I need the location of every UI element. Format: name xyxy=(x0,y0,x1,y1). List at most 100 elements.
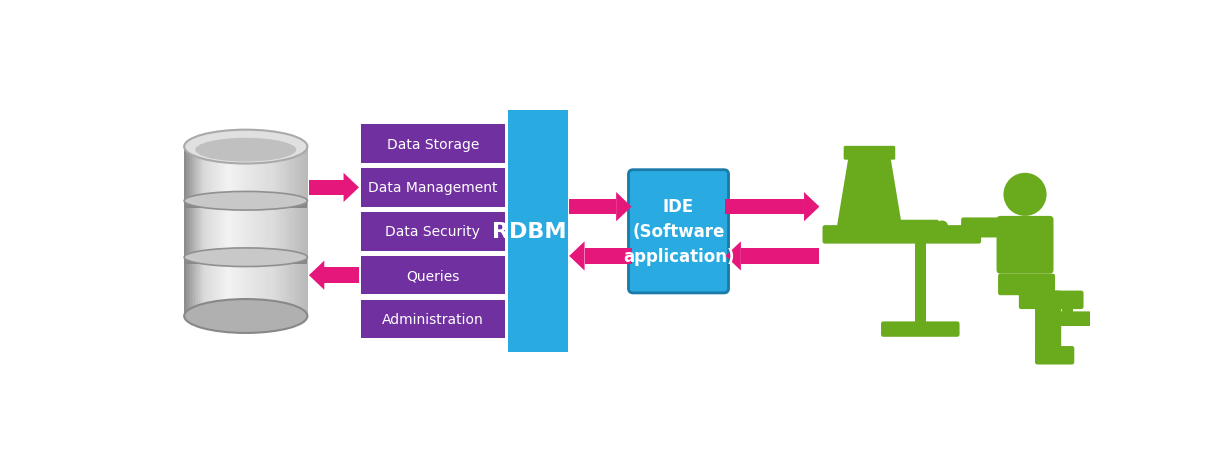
Bar xyxy=(214,147,216,316)
FancyBboxPatch shape xyxy=(996,217,1053,274)
Text: Queries: Queries xyxy=(406,269,459,283)
Polygon shape xyxy=(309,261,324,290)
Bar xyxy=(249,147,252,316)
Bar xyxy=(262,147,265,316)
Bar xyxy=(275,147,277,316)
Polygon shape xyxy=(804,193,819,222)
Bar xyxy=(215,147,217,316)
Bar xyxy=(266,147,269,316)
Polygon shape xyxy=(837,159,903,228)
Bar xyxy=(290,147,293,316)
Bar xyxy=(301,147,304,316)
Bar xyxy=(741,249,819,264)
Bar xyxy=(256,147,259,316)
FancyBboxPatch shape xyxy=(891,220,939,233)
Text: Data Management: Data Management xyxy=(368,181,498,195)
Bar xyxy=(188,147,191,316)
Bar xyxy=(250,147,253,316)
Bar xyxy=(255,147,258,316)
FancyBboxPatch shape xyxy=(1035,291,1061,357)
Bar xyxy=(915,242,926,324)
FancyBboxPatch shape xyxy=(848,226,891,240)
Bar xyxy=(241,147,243,316)
Bar xyxy=(216,147,219,316)
Bar xyxy=(295,147,298,316)
Bar xyxy=(264,147,266,316)
Bar xyxy=(187,147,190,316)
Bar xyxy=(186,147,188,316)
Bar xyxy=(226,147,228,316)
Bar xyxy=(508,111,567,353)
Bar xyxy=(208,147,209,316)
Polygon shape xyxy=(725,242,741,271)
Polygon shape xyxy=(344,174,358,202)
Ellipse shape xyxy=(194,316,305,329)
Bar xyxy=(238,147,241,316)
Bar xyxy=(239,147,242,316)
Bar xyxy=(304,147,306,316)
Text: Administration: Administration xyxy=(382,313,484,326)
Bar xyxy=(273,147,276,316)
Bar xyxy=(261,147,264,316)
Bar xyxy=(725,200,804,215)
FancyBboxPatch shape xyxy=(1035,346,1074,365)
Ellipse shape xyxy=(185,130,307,164)
Text: RDBMS: RDBMS xyxy=(492,222,583,242)
Bar xyxy=(191,147,193,316)
Bar xyxy=(260,147,262,316)
Bar xyxy=(294,147,295,316)
Polygon shape xyxy=(616,193,632,222)
Bar xyxy=(361,300,505,339)
Bar xyxy=(303,147,305,316)
Bar xyxy=(281,147,283,316)
Ellipse shape xyxy=(936,221,948,232)
Bar xyxy=(361,213,505,251)
Bar xyxy=(205,147,208,316)
Bar xyxy=(284,147,287,316)
Bar xyxy=(198,147,200,316)
Bar xyxy=(194,147,197,316)
Bar xyxy=(277,147,279,316)
Bar xyxy=(202,147,203,316)
Bar xyxy=(222,147,225,316)
Bar xyxy=(220,147,222,316)
Bar xyxy=(243,147,245,316)
Bar xyxy=(584,249,632,264)
Bar xyxy=(324,268,358,283)
Bar xyxy=(272,147,275,316)
Bar xyxy=(211,147,214,316)
FancyBboxPatch shape xyxy=(843,146,895,160)
Bar xyxy=(271,147,272,316)
Bar xyxy=(283,147,286,316)
Bar xyxy=(227,147,230,316)
Bar xyxy=(185,255,307,264)
Bar xyxy=(204,147,207,316)
Bar xyxy=(197,147,199,316)
Text: Data Security: Data Security xyxy=(385,225,480,239)
Ellipse shape xyxy=(196,139,296,162)
FancyBboxPatch shape xyxy=(1019,291,1084,309)
FancyBboxPatch shape xyxy=(961,218,1028,238)
Bar xyxy=(185,147,186,316)
Bar xyxy=(288,147,289,316)
Bar xyxy=(361,125,505,163)
Bar xyxy=(244,147,247,316)
Bar xyxy=(361,169,505,207)
Bar xyxy=(233,147,236,316)
Bar xyxy=(279,147,282,316)
Bar xyxy=(237,147,239,316)
Bar xyxy=(192,147,194,316)
Bar xyxy=(298,147,300,316)
Bar xyxy=(199,147,202,316)
Bar xyxy=(361,257,505,295)
FancyBboxPatch shape xyxy=(628,170,729,293)
Bar xyxy=(1062,307,1073,324)
Bar xyxy=(193,147,196,316)
Ellipse shape xyxy=(185,299,307,333)
Bar xyxy=(289,147,292,316)
Polygon shape xyxy=(569,242,584,271)
Bar xyxy=(258,147,260,316)
Bar xyxy=(217,147,220,316)
Text: IDE
(Software
application): IDE (Software application) xyxy=(623,198,734,266)
Bar xyxy=(210,147,213,316)
